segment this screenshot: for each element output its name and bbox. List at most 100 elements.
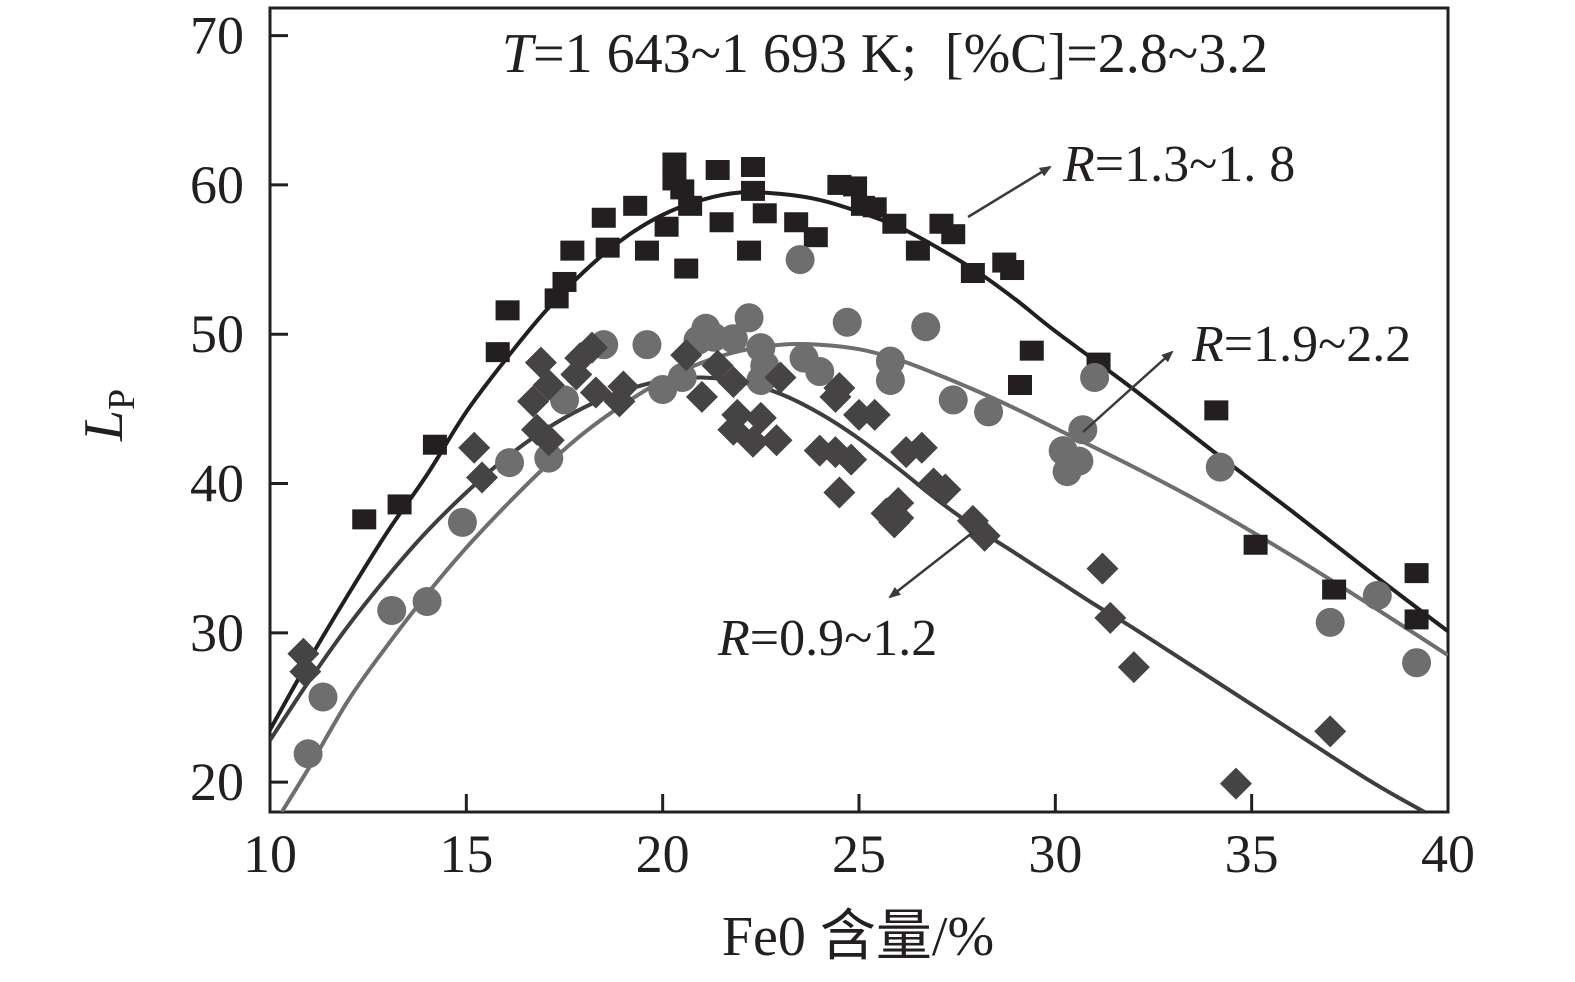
x-tick-label: 15 (439, 824, 493, 884)
circle-marker (785, 245, 815, 275)
y-axis-label-main: L (73, 410, 135, 442)
x-tick-label: 40 (1421, 824, 1475, 884)
title-variable: T (502, 23, 537, 85)
diamond-marker (579, 376, 612, 409)
circle-marker (308, 682, 338, 712)
annotation-arrow (967, 165, 1052, 219)
diamond-marker (760, 424, 793, 457)
square-marker (670, 179, 695, 200)
diamond-marker (823, 371, 856, 404)
diamond-marker (532, 424, 565, 457)
square-marker (387, 494, 412, 515)
diamond-marker (458, 431, 491, 464)
square-marker (623, 195, 648, 216)
square-marker (560, 240, 585, 261)
annotation-arrows (888, 165, 1174, 599)
diamond-marker (717, 366, 750, 399)
circle-marker (746, 366, 776, 396)
square-marker (1000, 260, 1025, 281)
y-tick-label: 30 (190, 603, 244, 663)
square-marker (941, 224, 966, 245)
y-tick-label: 50 (190, 304, 244, 364)
circle-marker (1068, 415, 1098, 445)
square-marker (862, 197, 887, 218)
diamond-marker (929, 473, 962, 506)
circle-marker (805, 357, 835, 387)
square-marker (1322, 579, 1347, 600)
diamond-marker (1219, 767, 1252, 800)
circle-marker (938, 385, 968, 415)
square-marker (678, 195, 703, 216)
y-axis-label: LP (73, 389, 143, 442)
diamond-marker (670, 339, 703, 372)
circle-marker (412, 586, 442, 616)
annotation-r-0-9-1-2: R=0.9~1.2 (717, 610, 937, 667)
circle-marker (293, 739, 323, 769)
square-marker (422, 434, 447, 455)
y-tick-label: 20 (190, 752, 244, 812)
square-marker (960, 263, 985, 284)
axis-ticks: 10 15 20 25 30 35 40 20 30 40 50 60 70 (190, 6, 1475, 884)
square-marker (1243, 534, 1268, 555)
annotation-r-1-3-1-8: R=1.3~1. 8 (1062, 136, 1295, 193)
diamond-marker (532, 368, 565, 401)
y-tick-label: 70 (190, 6, 244, 66)
diamond-marker (835, 443, 868, 476)
square-marker (803, 227, 828, 248)
square-marker (737, 240, 762, 261)
diamond-marker (721, 398, 754, 431)
x-tick-label: 30 (1028, 824, 1082, 884)
trend-curves (270, 190, 1448, 812)
diamond-marker (1314, 715, 1347, 748)
y-tick-label: 60 (190, 155, 244, 215)
scatter-markers (287, 152, 1432, 800)
square-marker (740, 157, 765, 178)
circle-marker (495, 448, 525, 478)
square-marker (882, 213, 907, 234)
diamond-marker (882, 501, 915, 534)
square-marker (740, 180, 765, 201)
diamond-marker (289, 655, 322, 688)
square-marker (662, 152, 687, 173)
x-tick-label: 10 (243, 824, 297, 884)
trend-curve-diamond (270, 375, 1426, 812)
square-marker (705, 159, 730, 180)
square-marker (544, 288, 569, 309)
square-marker (752, 203, 777, 224)
square-marker (1404, 609, 1429, 630)
diamond-marker (1094, 601, 1127, 634)
circle-marker (1362, 581, 1392, 611)
diamond-marker (701, 349, 734, 382)
x-tick-label: 35 (1225, 824, 1279, 884)
y-tick-label: 40 (190, 454, 244, 514)
title-value: =1 643~1 693 K; [%C]=2.8~3.2 (533, 23, 1268, 85)
chart-title: T=1 643~1 693 K; [%C]=2.8~3.2 (502, 23, 1268, 85)
diamond-marker (744, 401, 777, 434)
diamond-marker (607, 370, 640, 403)
circle-marker (911, 312, 941, 342)
x-tick-label: 20 (636, 824, 690, 884)
y-axis-label-subscript: P (101, 389, 143, 410)
square-marker (905, 240, 930, 261)
square-marker (843, 176, 868, 197)
diamond-marker (1086, 552, 1119, 585)
diamond-marker (858, 398, 891, 431)
square-marker (495, 300, 520, 321)
circle-marker (875, 366, 905, 396)
diamond-marker (764, 361, 797, 394)
circle-marker (632, 330, 662, 360)
square-marker (595, 237, 620, 258)
square-marker (654, 216, 679, 237)
circle-marker (718, 324, 748, 354)
circle-marker (447, 507, 477, 537)
square-marker (674, 258, 699, 279)
diamond-marker (575, 331, 608, 364)
circle-marker (1064, 446, 1094, 476)
annotation-arrow (888, 532, 973, 599)
square-marker (352, 509, 377, 530)
diamond-marker (905, 431, 938, 464)
square-marker (1204, 400, 1229, 421)
square-marker (552, 271, 577, 292)
circle-marker (832, 307, 862, 337)
